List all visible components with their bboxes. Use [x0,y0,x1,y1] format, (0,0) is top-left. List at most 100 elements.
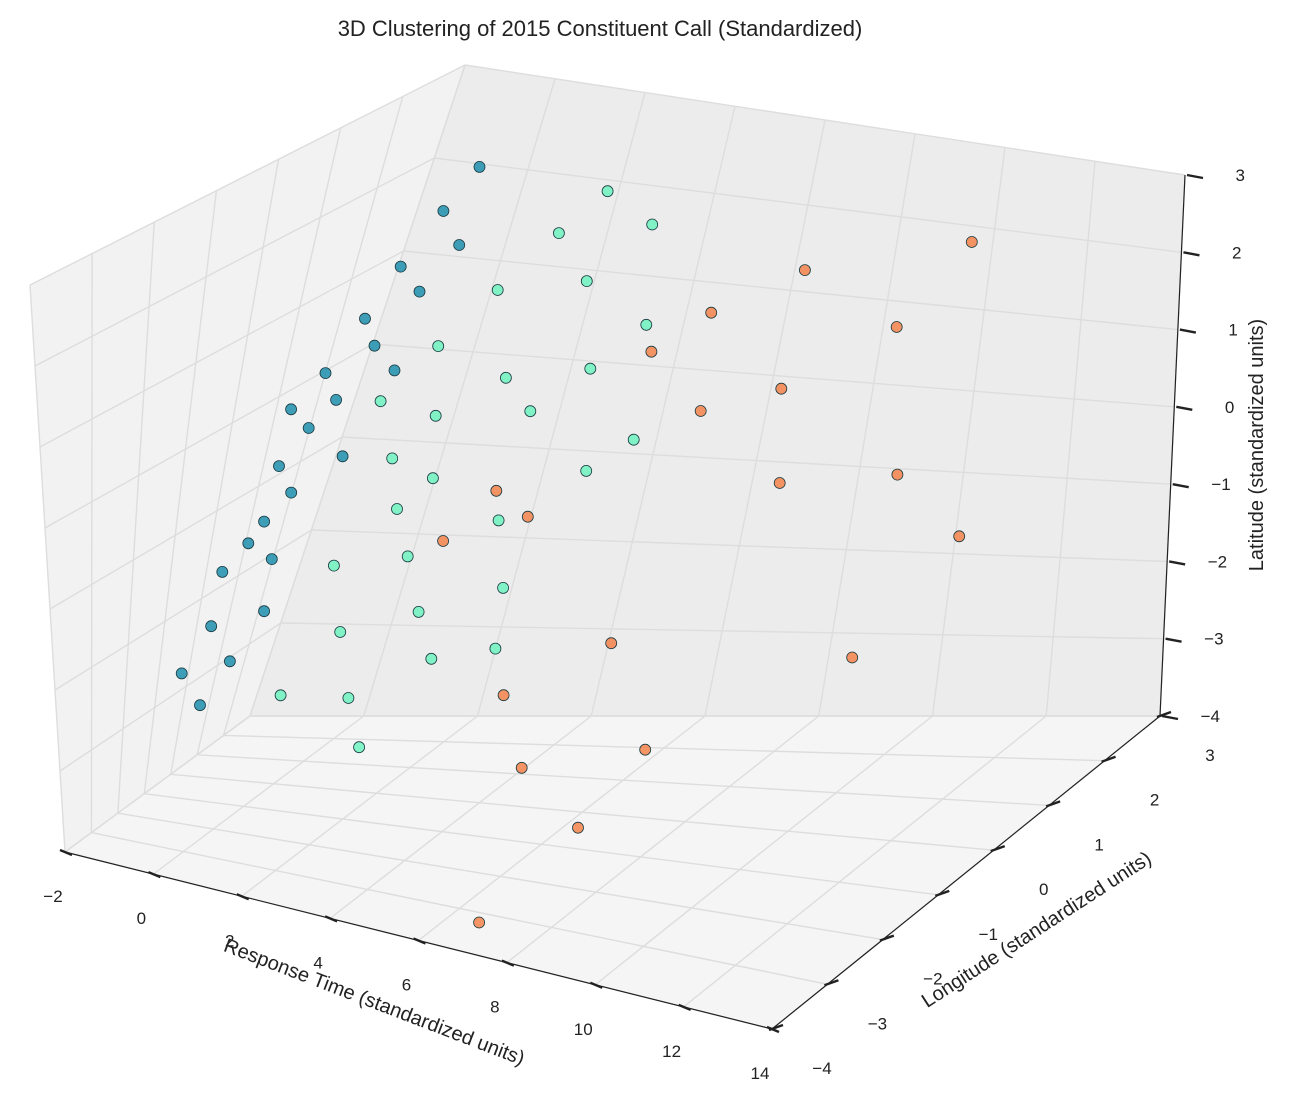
data-point-series-2 [429,409,442,422]
z-grid-left [49,436,343,610]
data-point-series-2 [353,741,366,754]
y-grid-floor [223,734,1105,762]
data-point-series-3 [694,405,707,417]
x-tick-label: 0 [137,909,146,928]
x-tick [324,915,338,923]
y-grid-left [90,253,93,833]
data-point-series-2 [491,284,504,296]
z-grid-back [434,157,1182,253]
x-tick [589,981,603,989]
data-point-series-1 [258,515,271,528]
x-tick-label: 6 [402,976,411,995]
data-point-series-2 [432,340,445,353]
y-tick-label: 3 [1205,746,1214,765]
x-tick-label: 8 [490,998,499,1017]
z-grid-left [39,250,404,448]
z-tick-label: −1 [1211,475,1230,494]
data-point-series-2 [646,218,659,231]
chart-title: 3D Clustering of 2015 Constituent Call (… [338,16,863,41]
data-point-series-2 [391,503,403,515]
data-point-series-2 [640,318,653,331]
y-tick-label: 1 [1094,835,1103,854]
z-grid-left [34,157,435,367]
data-point-series-3 [473,916,486,929]
y-tick-label: −1 [979,925,998,944]
y-grid-floor [117,812,883,941]
data-point-series-2 [553,227,565,240]
x-tick [59,848,73,857]
z-grid-back [342,436,1171,485]
x-grid-back [931,147,1006,717]
data-point-series-3 [891,468,904,481]
y-tick-label: 2 [1150,791,1159,810]
data-point-series-1 [194,699,206,712]
data-point-series-2 [412,606,425,618]
data-points [175,160,978,929]
data-point-series-1 [216,566,229,578]
x-tick [147,871,161,879]
data-point-series-3 [521,510,534,523]
data-point-series-1 [285,486,298,499]
data-point-series-1 [359,312,371,325]
data-point-series-3 [572,821,584,834]
data-point-series-1 [453,239,466,251]
data-point-series-2 [327,559,340,572]
z-grid-left [29,64,466,286]
x-grid-back [818,133,916,717]
data-point-series-3 [705,306,718,319]
x-grid-back [704,119,826,717]
y-axis-line [771,715,1161,1030]
x-tick [501,959,515,967]
data-point-series-3 [515,761,528,774]
y-tick [1045,800,1061,808]
data-point-series-2 [334,626,347,638]
z-tick-label: 0 [1225,398,1234,417]
data-point-series-3 [437,535,450,547]
z-tick-label: 2 [1232,243,1241,262]
data-point-series-2 [426,472,439,485]
data-point-series-1 [302,422,315,434]
y-tick-label: −2 [923,970,942,989]
data-point-series-1 [336,450,349,463]
z-tick-label: 3 [1236,166,1245,185]
y-grid-left [222,96,404,736]
data-point-series-3 [490,484,503,497]
x-tick [236,893,250,901]
data-point-series-1 [242,537,255,550]
data-point-series-3 [497,689,510,702]
data-point-series-2 [342,692,355,704]
y-grid-left [117,222,155,814]
x-tick-label: 14 [751,1064,770,1083]
data-point-series-2 [601,185,614,198]
z-tick [1176,405,1193,412]
y-tick [990,845,1006,853]
data-point-series-1 [388,364,401,377]
data-point-series-2 [492,514,505,527]
y-tick [824,979,839,987]
y-grid-left [143,190,218,794]
data-point-series-2 [580,464,593,477]
data-point-series-3 [775,382,788,395]
z-tick-label: −3 [1204,630,1223,649]
z-grid-back [403,250,1178,331]
data-point-series-2 [386,452,399,465]
z-tick [1165,637,1182,643]
y-grid-left [29,284,66,853]
z-tick [1161,714,1179,721]
x-grid-back [476,92,646,717]
data-point-series-1 [368,339,381,352]
data-point-series-2 [524,405,537,418]
x-grid-back [590,106,736,717]
x-grid-floor [683,715,1047,1008]
y-grid-left [196,127,342,756]
data-point-series-3 [639,743,652,756]
data-point-series-1 [437,205,450,217]
floor-pane [65,716,1160,1029]
x-tick-label: 10 [574,1020,593,1039]
z-tick-label: −2 [1208,552,1227,571]
y-tick [1156,710,1172,719]
y-tick-label: −3 [868,1014,887,1033]
x-tick [678,1003,692,1011]
data-point-series-2 [425,652,438,665]
data-point-series-2 [499,371,512,384]
